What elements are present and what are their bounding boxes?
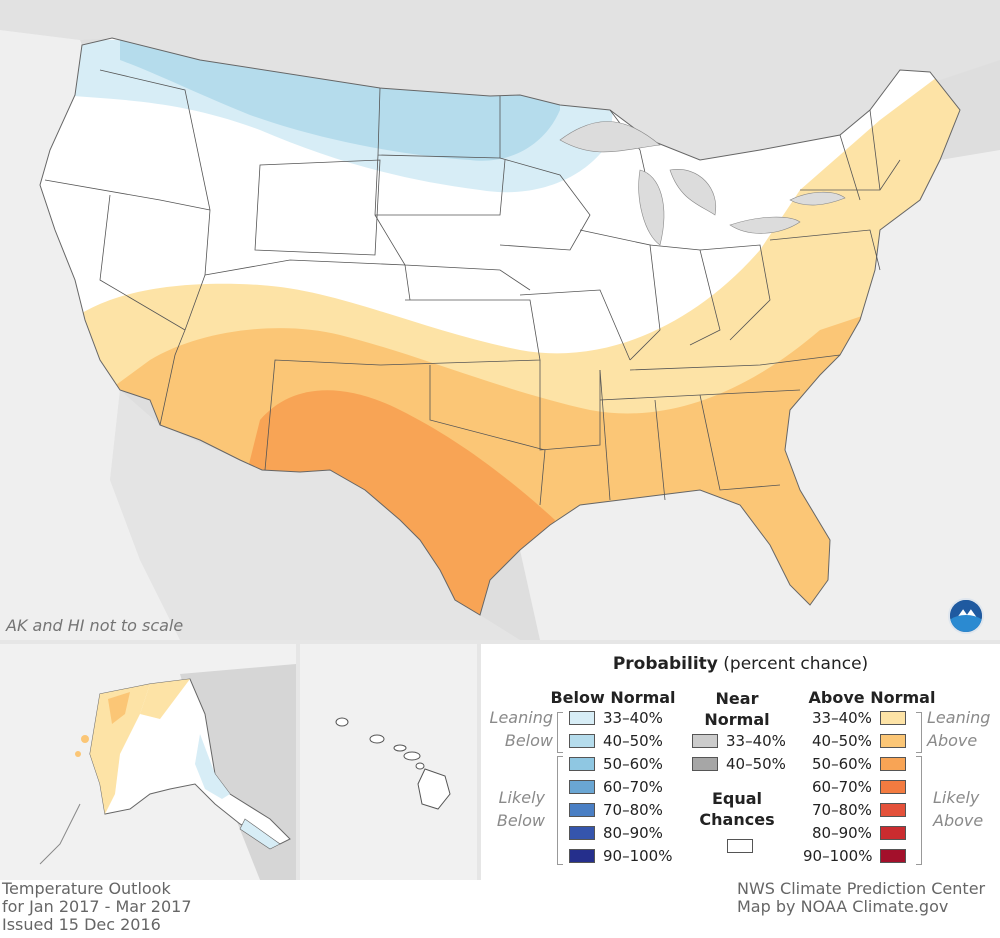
above-swatch: [879, 780, 906, 794]
leaning-above-bracket: [916, 712, 922, 753]
conus-map-graphic: [0, 0, 1000, 640]
alaska-map: [39, 664, 296, 880]
above-swatch: [879, 711, 906, 725]
above-swatch: [880, 849, 907, 863]
above-swatch: [879, 826, 906, 840]
below-normal-header: Below Normal: [550, 688, 676, 707]
below-swatch: [569, 734, 595, 748]
below-50-60: 50–60%: [569, 754, 663, 774]
state-borders: [44, 69, 901, 506]
hawaii-map: [335, 717, 451, 810]
below-swatch: [569, 826, 595, 840]
credit-cpc: NWS Climate Prediction Center: [737, 879, 986, 898]
leaning-below-bracket: [557, 712, 563, 753]
outlook-period: for Jan 2017 - Mar 2017: [2, 897, 192, 916]
hawaii-inset: [300, 644, 477, 880]
near-swatch: [692, 734, 718, 748]
below-swatch: [569, 711, 595, 725]
below-swatch: [569, 780, 595, 794]
scale-note: AK and HI not to scale: [6, 616, 184, 635]
below-40-50: 40–50%: [569, 731, 663, 751]
likely-above-bracket: [916, 756, 922, 865]
below-70-80: 70–80%: [569, 800, 663, 820]
above-40-50: 40–50%: [812, 731, 906, 751]
above-normal-header: Above Normal: [808, 688, 936, 707]
atlantic-gulf-ocean: [520, 150, 1000, 640]
legend-title: Probability (percent chance): [612, 654, 869, 674]
leaning-below-label: Leaning Below: [489, 708, 553, 750]
above-70-80: 70–80%: [812, 800, 906, 820]
above-33-40: 33–40%: [812, 708, 906, 728]
alaska-inset: [0, 644, 296, 880]
above-90-100: 90–100%: [803, 846, 907, 866]
near-normal-header: Near Normal: [704, 689, 770, 729]
conus-map: AK and HI not to scale: [0, 0, 1000, 640]
above-swatch: [879, 757, 906, 771]
above-50-60: 50–60%: [812, 754, 906, 774]
outlook-issued: Issued 15 Dec 2016: [2, 915, 161, 934]
probability-legend: Probability (percent chance) Below Norma…: [481, 644, 1000, 880]
mexico-land: [110, 390, 520, 640]
pacific-ocean: [0, 30, 180, 640]
below-swatch: [569, 849, 595, 863]
above-80-90: 80–90%: [812, 823, 906, 843]
above-swatch: [879, 734, 906, 748]
likely-below-bracket: [557, 756, 563, 865]
leaning-above-label: Leaning Above: [927, 708, 991, 750]
near-33-40: 33–40%: [692, 731, 786, 751]
outlook-caption: Temperature Outlook for Jan 2017 - Mar 2…: [2, 880, 192, 934]
canada-land: [0, 0, 1000, 160]
below-swatch: [569, 757, 595, 771]
outlook-title: Temperature Outlook: [2, 879, 171, 898]
above-60-70: 60–70%: [812, 777, 906, 797]
great-lakes: [559, 121, 846, 246]
credit-climate-gov: Map by NOAA Climate.gov: [737, 897, 949, 916]
credits: NWS Climate Prediction Center Map by NOA…: [737, 880, 985, 916]
near-swatch: [692, 757, 718, 771]
below-33-40: 33–40%: [569, 708, 663, 728]
below-swatch: [569, 803, 595, 817]
bottom-panels: Probability (percent chance) Below Norma…: [0, 640, 1000, 880]
below-90-100: 90–100%: [569, 846, 672, 866]
noaa-logo: [948, 598, 984, 634]
below-60-70: 60–70%: [569, 777, 663, 797]
likely-below-label: Likely Below: [496, 788, 545, 830]
likely-above-label: Likely Above: [933, 788, 984, 830]
equal-chances-header: Equal Chances: [699, 789, 775, 829]
above-swatch: [879, 803, 906, 817]
below-80-90: 80–90%: [569, 823, 663, 843]
equal-chances-swatch: [727, 839, 753, 853]
near-40-50: 40–50%: [692, 754, 786, 774]
